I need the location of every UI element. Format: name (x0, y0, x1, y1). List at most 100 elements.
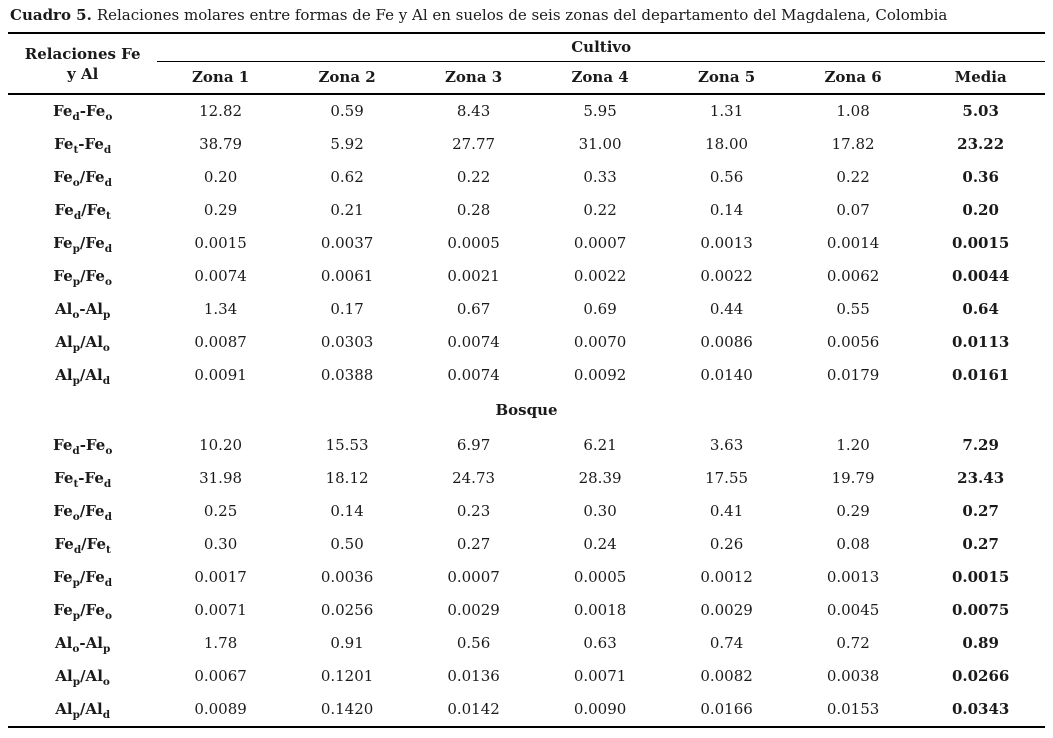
media-cell: 0.0266 (951, 667, 1010, 685)
value-cell: 0.0089 (194, 700, 247, 718)
value-cell: 0.0067 (194, 667, 247, 685)
media-cell: 0.27 (962, 535, 999, 553)
caption-text: Relaciones molares entre formas de Fe y … (96, 6, 948, 24)
column-header-zona-3: Zona 3 (410, 61, 537, 95)
value-cell: 0.0029 (447, 601, 500, 619)
table-row: Feo/Fed 0.20 0.62 0.22 0.33 0.56 0.22 0.36 (8, 161, 1045, 194)
table-row: Fep/Fed 0.0017 0.0036 0.0007 0.0005 0.0012 0.0… (8, 561, 1045, 594)
value-cell: 0.0045 (826, 601, 880, 619)
value-cell: 0.26 (709, 535, 744, 553)
media-cell: 23.22 (957, 135, 1005, 153)
value-cell: 0.0074 (447, 366, 500, 384)
column-header-zona-2: Zona 2 (283, 61, 411, 95)
value-cell: 0.25 (203, 502, 238, 520)
value-cell: 0.55 (836, 300, 870, 318)
value-cell: 0.0015 (194, 234, 247, 252)
value-cell: 0.0388 (320, 366, 374, 384)
table-row: Alp/Alo 0.0067 0.1201 0.0136 0.0071 0.0082 0.0… (8, 660, 1045, 693)
value-cell: 0.0038 (826, 667, 880, 685)
row-label: Fep/Fed (53, 568, 113, 589)
value-cell: 0.0062 (826, 267, 880, 285)
value-cell: 1.31 (709, 102, 744, 120)
value-cell: 0.0014 (826, 234, 880, 252)
value-cell: 0.0022 (700, 267, 753, 285)
value-cell: 0.1420 (320, 700, 374, 718)
value-cell: 0.0036 (320, 568, 374, 586)
value-cell: 17.55 (705, 469, 749, 487)
media-cell: 0.36 (962, 168, 999, 186)
value-cell: 0.0142 (447, 700, 500, 718)
value-cell: 31.98 (199, 469, 243, 487)
media-cell: 0.0015 (951, 568, 1010, 586)
value-cell: 0.59 (330, 102, 364, 120)
media-cell: 0.0113 (951, 333, 1010, 351)
value-cell: 5.92 (330, 135, 364, 153)
value-cell: 0.0017 (194, 568, 247, 586)
value-cell: 0.0082 (700, 667, 753, 685)
media-cell: 0.0161 (951, 366, 1010, 384)
media-cell: 5.03 (962, 102, 999, 120)
table-row: Fet-Fed 31.98 18.12 24.73 28.39 17.55 19.79 23.… (8, 462, 1045, 495)
value-cell: 0.17 (330, 300, 364, 318)
table-row: Fed/Fet 0.30 0.50 0.27 0.24 0.26 0.08 0.27 (8, 528, 1045, 561)
media-cell: 23.43 (957, 469, 1005, 487)
value-cell: 0.14 (709, 201, 744, 219)
value-cell: 0.22 (456, 168, 491, 186)
caption-number: Cuadro 5. (10, 6, 92, 24)
media-cell: 7.29 (962, 436, 999, 454)
value-cell: 0.44 (709, 300, 744, 318)
row-label: Fed/Fet (54, 201, 111, 222)
group-header-cultivo: Cultivo (157, 33, 1045, 62)
value-cell: 0.62 (330, 168, 364, 186)
value-cell: 0.50 (330, 535, 364, 553)
value-cell: 0.0166 (700, 700, 753, 718)
value-cell: 0.0037 (320, 234, 374, 252)
value-cell: 0.0303 (320, 333, 374, 351)
value-cell: 31.00 (578, 135, 622, 153)
value-cell: 0.07 (836, 201, 870, 219)
value-cell: 0.30 (203, 535, 238, 553)
value-cell: 0.0140 (700, 366, 753, 384)
section-header-row: Bosque (8, 392, 1045, 429)
value-cell: 0.56 (709, 168, 744, 186)
value-cell: 6.21 (583, 436, 617, 454)
value-cell: 0.72 (836, 634, 870, 652)
row-label: Feo/Fed (53, 502, 112, 523)
table-row: Fep/Feo 0.0074 0.0061 0.0021 0.0022 0.0022 0.0… (8, 260, 1045, 293)
value-cell: 10.20 (199, 436, 243, 454)
column-header-zona-4: Zona 4 (536, 61, 664, 95)
value-cell: 12.82 (199, 102, 243, 120)
value-cell: 0.23 (456, 502, 491, 520)
value-cell: 1.34 (203, 300, 238, 318)
row-label: Fep/Feo (53, 601, 112, 622)
table-row: Fep/Fed 0.0015 0.0037 0.0005 0.0007 0.0013 0.0… (8, 227, 1045, 260)
value-cell: 0.0070 (573, 333, 627, 351)
value-cell: 0.21 (330, 201, 364, 219)
column-header-row: Zona 1 Zona 2 Zona 3 Zona 4 Zona 5 Zona 6 Medi… (8, 61, 1045, 95)
value-cell: 38.79 (199, 135, 243, 153)
value-cell: 1.08 (836, 102, 870, 120)
row-label: Fep/Feo (53, 267, 112, 288)
table-row: Alo-Alp 1.78 0.91 0.56 0.63 0.74 0.72 0.89 (8, 627, 1045, 660)
value-cell: 0.29 (203, 201, 238, 219)
table-row: Alp/Alo 0.0087 0.0303 0.0074 0.0070 0.0086 0.0… (8, 326, 1045, 359)
row-label: Alp/Alo (55, 667, 110, 688)
value-cell: 0.0087 (194, 333, 247, 351)
value-cell: 0.27 (456, 535, 491, 553)
value-cell: 0.74 (709, 634, 744, 652)
row-header-line2: y Al (67, 64, 99, 83)
group-header-row: Relaciones Fe y Al Cultivo (8, 33, 1045, 95)
value-cell: 0.0092 (573, 366, 627, 384)
value-cell: 0.0086 (700, 333, 753, 351)
row-label: Alp/Ald (55, 700, 111, 721)
value-cell: 0.0007 (447, 568, 500, 586)
value-cell: 0.0022 (573, 267, 627, 285)
value-cell: 0.0090 (573, 700, 627, 718)
value-cell: 0.30 (583, 502, 617, 520)
value-cell: 3.63 (709, 436, 744, 454)
value-cell: 0.1201 (320, 667, 374, 685)
row-label: Fet-Fed (54, 135, 112, 156)
value-cell: 0.0013 (826, 568, 880, 586)
table-row: Fed-Feo 12.82 0.59 8.43 5.95 1.31 1.08 5.03 (8, 94, 1045, 128)
